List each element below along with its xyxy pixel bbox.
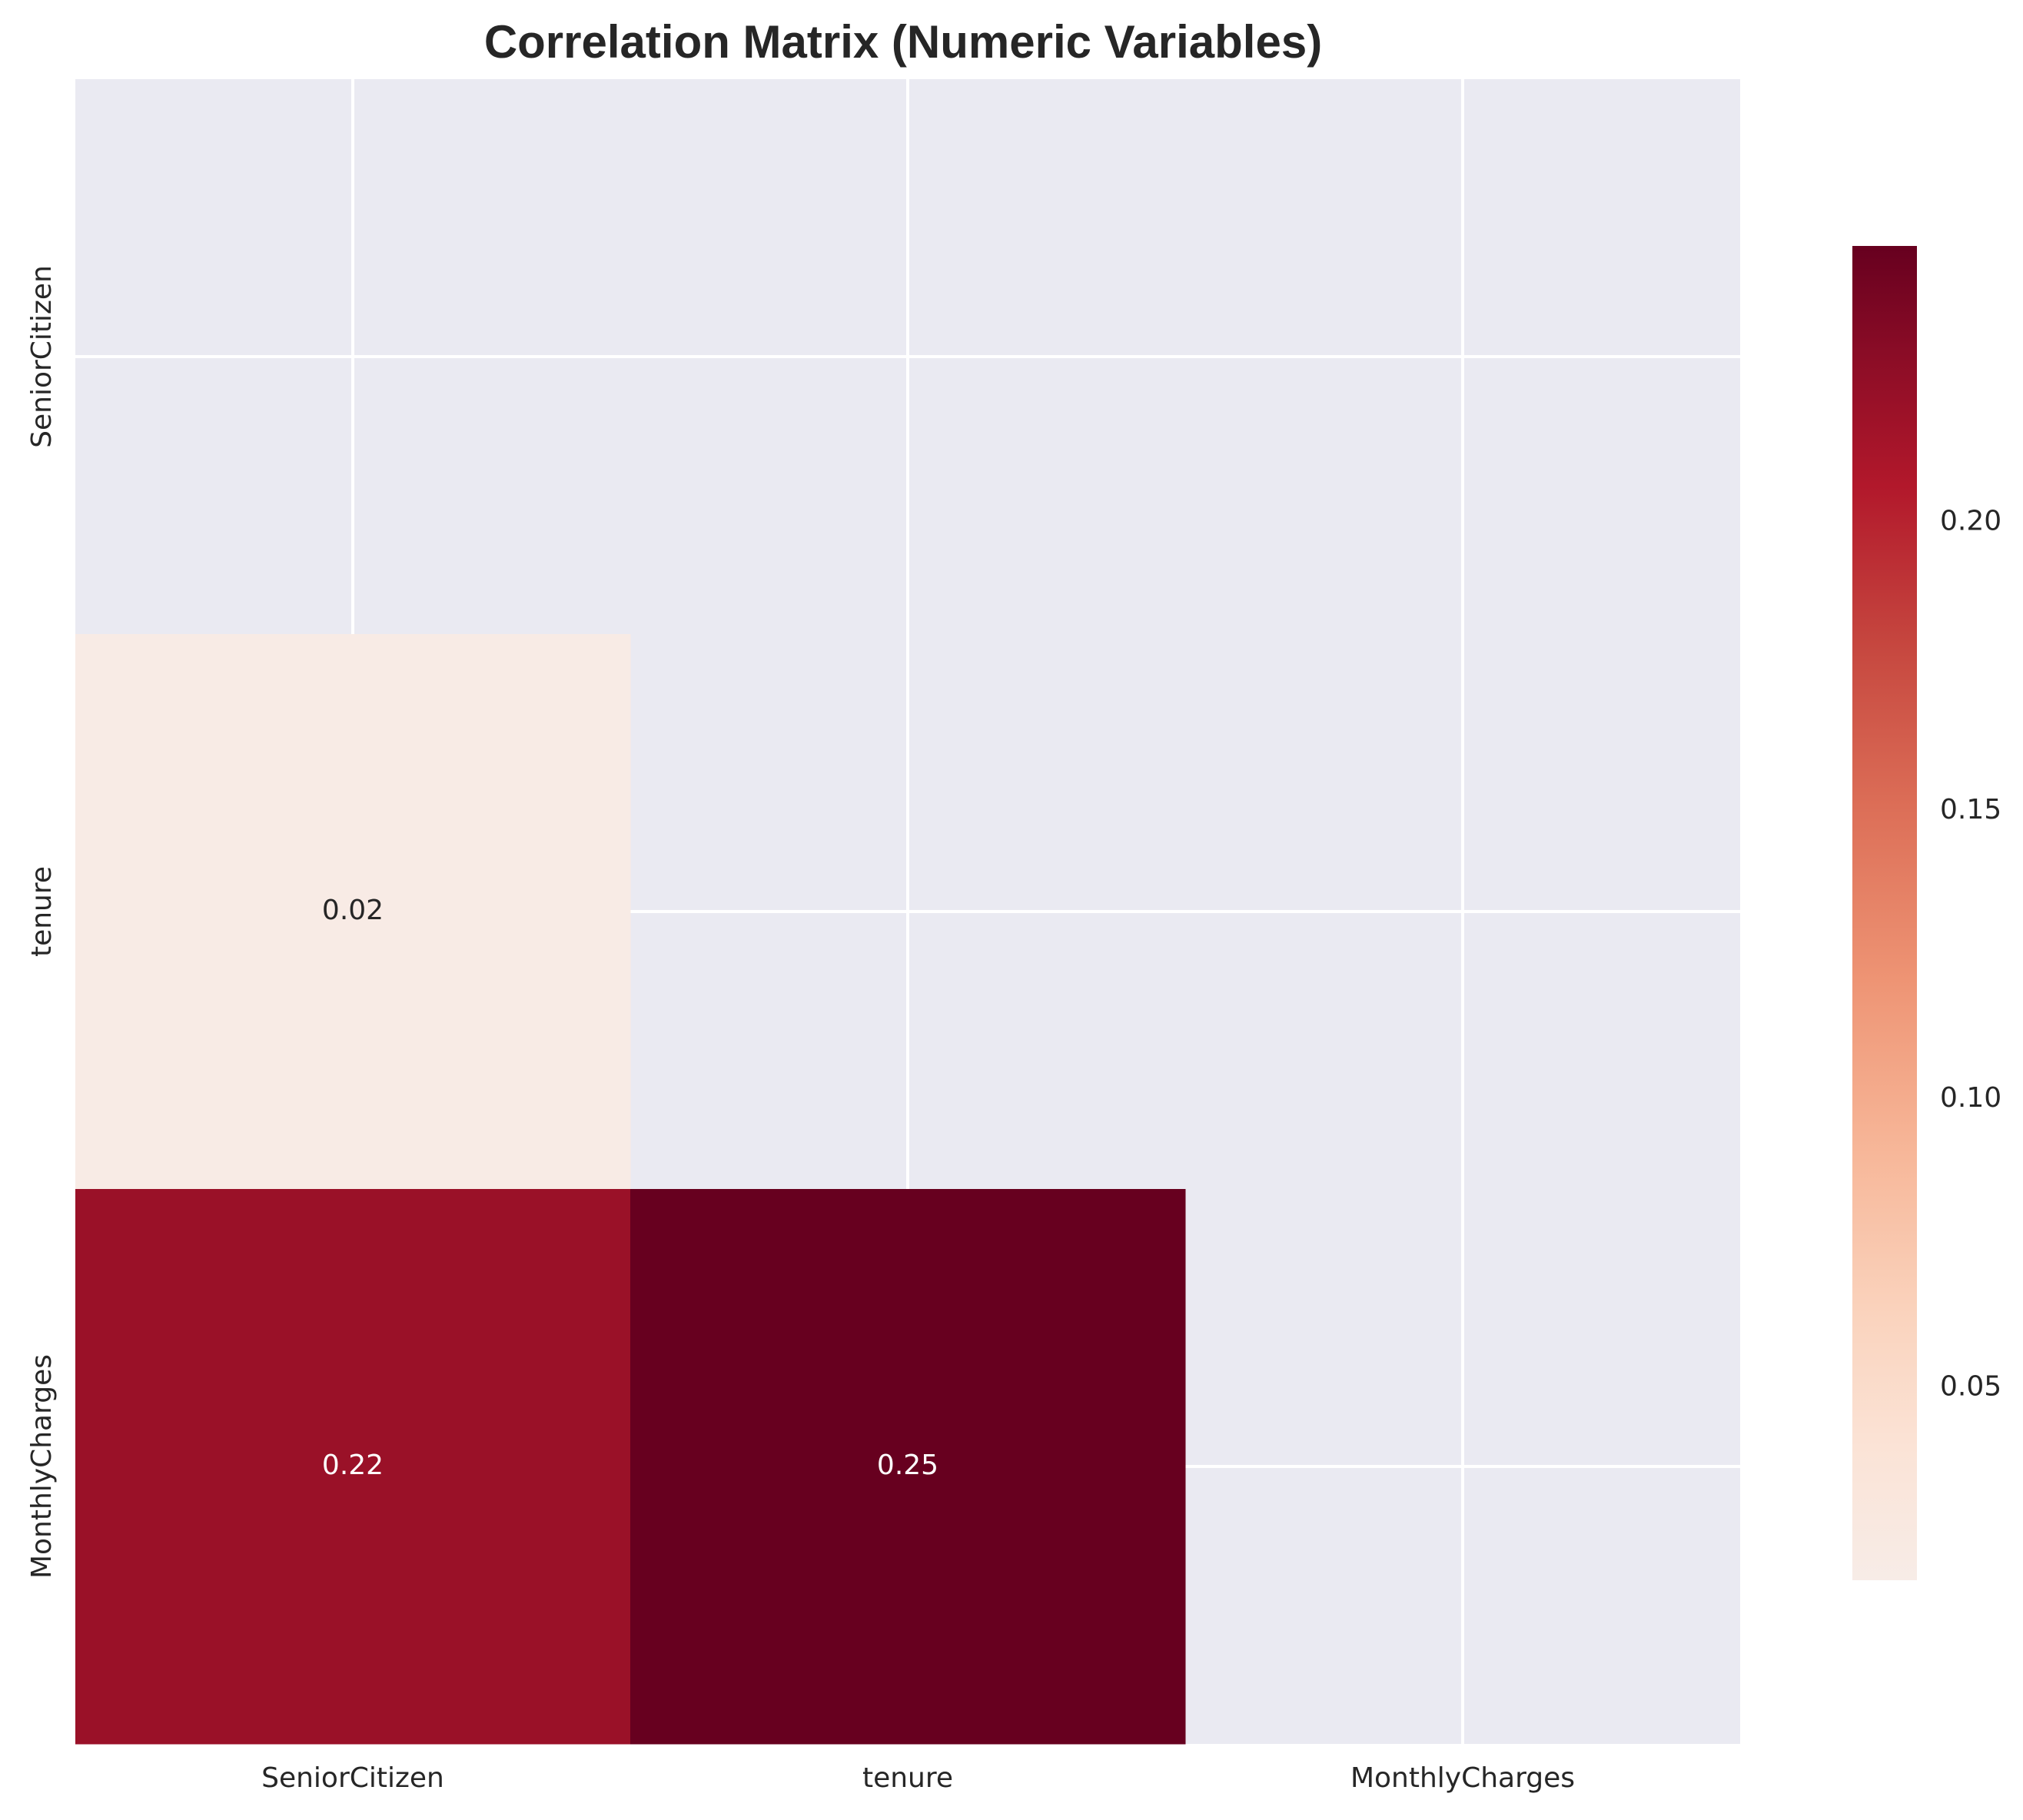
- x-axis-tick-labels: SeniorCitizen tenure MonthlyCharges: [261, 1762, 1575, 1794]
- colorbar-tick-label: 0.15: [1940, 794, 2001, 825]
- colorbar-tick-labels: 0.05 0.10 0.15 0.20: [1940, 506, 2001, 1403]
- x-tick-label: SeniorCitizen: [261, 1762, 444, 1794]
- heatmap-cell: [75, 1189, 631, 1745]
- colorbar-gradient: [1852, 246, 1917, 1580]
- y-tick-label: MonthlyCharges: [26, 1354, 58, 1579]
- chart-title: Correlation Matrix (Numeric Variables): [484, 16, 1322, 68]
- colorbar: 0.05 0.10 0.15 0.20: [1852, 246, 2001, 1580]
- x-tick-label: tenure: [862, 1762, 953, 1794]
- colorbar-tick-label: 0.20: [1940, 506, 2001, 537]
- x-tick-label: MonthlyCharges: [1350, 1762, 1575, 1794]
- y-tick-label: tenure: [26, 866, 58, 957]
- heatmap-cell-value: 0.02: [322, 895, 384, 926]
- heatmap-cells: 0.02 0.22 0.25: [75, 634, 1186, 1745]
- colorbar-tick-label: 0.05: [1940, 1370, 2001, 1402]
- y-tick-label: SeniorCitizen: [26, 265, 58, 448]
- heatmap-cell-value: 0.22: [322, 1450, 384, 1481]
- colorbar-tick-label: 0.10: [1940, 1082, 2001, 1114]
- heatmap-cell: [630, 1189, 1186, 1745]
- heatmap-cell-value: 0.25: [877, 1450, 938, 1481]
- heatmap-cell: [75, 634, 631, 1190]
- y-axis-tick-labels: SeniorCitizen tenure MonthlyCharges: [26, 265, 58, 1579]
